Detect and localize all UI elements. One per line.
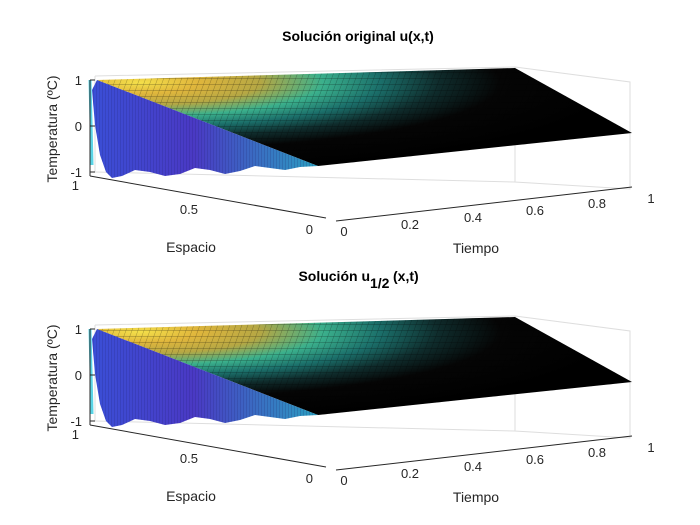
y-tick-label: 0 — [306, 471, 313, 486]
x-tick-label: 0 — [340, 473, 347, 488]
y-tick-label: 0 — [306, 222, 313, 237]
x-tick-label: 0.2 — [401, 466, 419, 481]
y-tick-label: 1 — [72, 427, 79, 442]
y-tick-label: 1 — [72, 178, 79, 193]
chart-title: Solución u — [298, 268, 370, 284]
chart-title-subscript: 1/2 — [370, 275, 390, 291]
x-tick-label: 1 — [647, 440, 654, 455]
surface-top-mesh — [97, 317, 632, 415]
x-tick-label: 0.2 — [401, 217, 419, 232]
z-axis-label: Temperatura (ºC) — [44, 75, 60, 182]
y-axis-label: Espacio — [166, 488, 216, 504]
z-tick-label: 1 — [75, 73, 82, 88]
x-tick-label: 0.6 — [526, 203, 544, 218]
x-tick-label: 1 — [647, 191, 654, 206]
z-tick-label: -1 — [70, 414, 82, 429]
chart-title-tail: (x,t) — [393, 268, 419, 284]
subplot-approx: Solución u 1/2 (x,t) 1 0 -1 1 0.5 0 0 0 — [44, 268, 655, 505]
x-tick-label: 0.4 — [464, 459, 482, 474]
z-tick-label: 1 — [75, 322, 82, 337]
x-axis-label: Tiempo — [453, 489, 499, 505]
y-axis-line — [89, 424, 327, 468]
z-ticks: 1 0 -1 — [70, 322, 95, 429]
x-tick-label: 0.8 — [588, 445, 606, 460]
subplot-original: Solución original u(x,t) 1 0 -1 1 0.5 0 — [44, 28, 655, 256]
y-tick-label: 0.5 — [180, 451, 198, 466]
x-axis-line — [335, 435, 633, 471]
z-ticks: 1 0 -1 — [70, 73, 95, 180]
y-ticks: 1 0.5 0 — [72, 178, 313, 237]
z-axis-label: Temperatura (ºC) — [44, 324, 60, 431]
surface-top-mesh — [97, 68, 632, 166]
y-tick-label: 0.5 — [180, 202, 198, 217]
x-tick-label: 0.4 — [464, 210, 482, 225]
y-ticks: 1 0.5 0 — [72, 427, 313, 486]
x-tick-label: 0.6 — [526, 452, 544, 467]
x-tick-label: 0 — [340, 224, 347, 239]
axis-box-back — [94, 66, 631, 190]
y-axis-line — [89, 175, 327, 219]
x-axis-label: Tiempo — [453, 240, 499, 256]
chart-title: Solución original u(x,t) — [282, 28, 434, 44]
surface-front-wall-stripes — [92, 329, 318, 427]
x-ticks: 0 0.2 0.4 0.6 0.8 1 — [340, 440, 654, 488]
surface-front-wall-stripes — [92, 80, 318, 178]
z-tick-label: -1 — [70, 165, 82, 180]
z-tick-label: 0 — [75, 119, 82, 134]
axis-box-back — [94, 315, 631, 439]
z-tick-label: 0 — [75, 368, 82, 383]
x-ticks: 0 0.2 0.4 0.6 0.8 1 — [340, 191, 654, 239]
x-tick-label: 0.8 — [588, 196, 606, 211]
y-axis-label: Espacio — [166, 239, 216, 255]
x-axis-line — [335, 186, 633, 222]
